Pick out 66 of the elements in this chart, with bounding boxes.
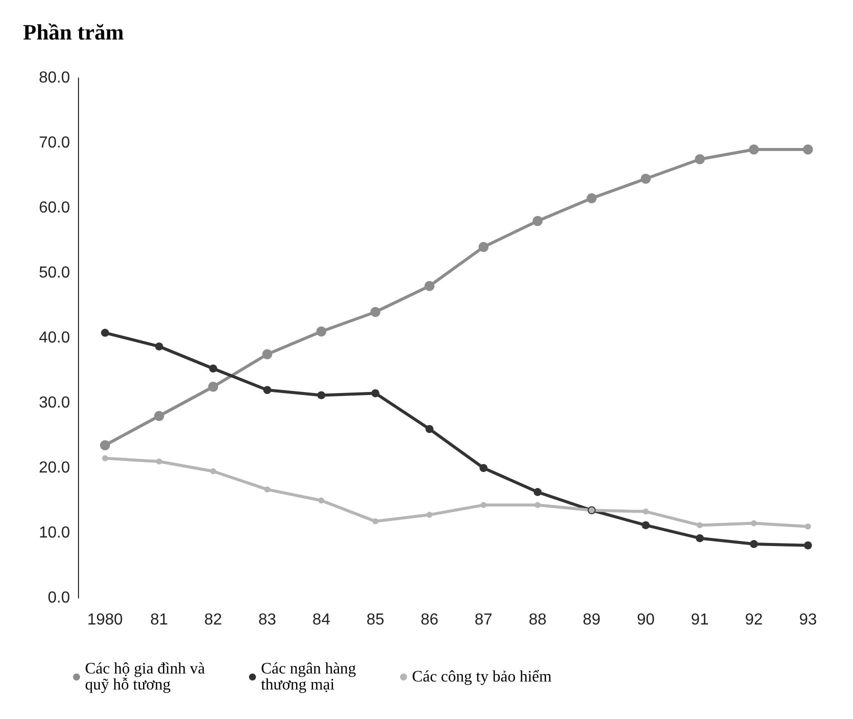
- point: [750, 540, 758, 548]
- point: [804, 541, 812, 550]
- legend-label: Các hộ gia đình và quỹ hỗ tương: [85, 660, 209, 694]
- point: [101, 328, 110, 337]
- point: [317, 391, 326, 400]
- x-tick-label: 90: [636, 612, 655, 628]
- point: [100, 440, 110, 450]
- point: [696, 522, 703, 528]
- point: [642, 508, 649, 515]
- x-tick-label: 87: [474, 612, 493, 628]
- point: [425, 425, 434, 433]
- y-tick-label: 10.0: [38, 524, 70, 542]
- point: [696, 534, 704, 542]
- point: [370, 307, 380, 317]
- point: [426, 512, 432, 518]
- point: [371, 389, 380, 398]
- point: [264, 486, 270, 492]
- x-tick-label: 84: [312, 612, 330, 628]
- y-tick-label: 40.0: [38, 330, 70, 346]
- point: [532, 216, 543, 226]
- point: [480, 464, 488, 472]
- x-tick-label: 88: [528, 612, 547, 628]
- point: [156, 458, 162, 464]
- x-tick-label: 1980: [87, 612, 123, 628]
- point: [316, 326, 326, 336]
- point: [694, 154, 705, 164]
- y-tick-label: 20.0: [38, 460, 70, 476]
- x-tick-label: 93: [799, 612, 817, 628]
- point: [640, 174, 651, 184]
- legend-label: Các công ty bảo hiểm: [412, 668, 552, 686]
- x-tick-label: 85: [366, 612, 384, 628]
- point: [586, 193, 597, 204]
- point: [750, 520, 757, 526]
- point: [748, 144, 759, 154]
- x-tick-label: 92: [744, 612, 763, 628]
- y-tick-label: 30.0: [38, 394, 70, 412]
- y-tick-label: 70.0: [38, 134, 70, 152]
- x-tick-label: 83: [258, 612, 276, 628]
- point: [478, 242, 489, 252]
- point: [534, 488, 542, 496]
- x-tick-label: 81: [150, 612, 168, 628]
- chart-title: Phần trăm: [23, 20, 124, 44]
- y-tick-label: 0.0: [48, 590, 70, 606]
- point: [155, 342, 164, 350]
- point: [424, 281, 434, 291]
- point: [642, 521, 650, 530]
- point: [802, 144, 813, 154]
- x-tick-label: 82: [204, 612, 222, 628]
- point: [263, 386, 272, 394]
- point: [534, 502, 541, 508]
- legend-label: Các ngân hàng thương mại: [260, 660, 360, 694]
- y-tick-label: 50.0: [38, 264, 70, 282]
- point: [318, 498, 324, 504]
- x-tick-label: 89: [582, 612, 601, 628]
- point: [262, 349, 272, 360]
- x-tick-label: 86: [420, 612, 438, 628]
- point: [208, 382, 218, 392]
- point: [372, 518, 378, 524]
- x-tick-label: 91: [690, 612, 709, 628]
- y-tick-label: 80.0: [38, 70, 70, 86]
- point: [102, 455, 108, 462]
- point: [804, 524, 811, 530]
- point: [210, 468, 216, 474]
- point: [154, 411, 164, 421]
- point: [209, 364, 218, 373]
- y-tick-label: 60.0: [38, 200, 70, 216]
